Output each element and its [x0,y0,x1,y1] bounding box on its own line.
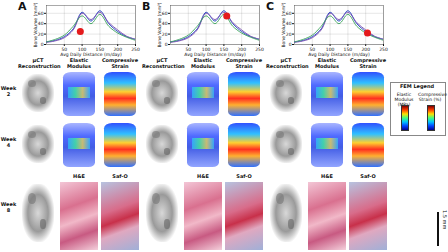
html-text:Compressive Strain: Compressive Strain [102,57,138,69]
svg-text:Bone Volume (mm³): Bone Volume (mm³) [33,2,38,47]
html-text:1.5 mm: 1.5 mm [442,210,448,230]
svg-text:60: 60 [162,11,168,16]
html-text:Compressive Strain: Compressive Strain [350,57,386,69]
html-text:Elastic Modulus: Elastic Modulus [315,57,339,69]
svg-text:Avg Daily Distance (m/day): Avg Daily Distance (m/day) [60,52,122,57]
svg-text:250: 250 [379,47,388,52]
svg-text:250: 250 [255,47,264,52]
html-text:C: C [266,0,275,13]
svg-text:0: 0 [165,42,168,47]
html-text:H&E: H&E [197,173,209,179]
html-text:Saf-O: Saf-O [236,173,252,179]
svg-text:40: 40 [162,21,168,26]
html-text:A: A [18,0,27,13]
html-text:µCT Reconstruction: µCT Reconstruction [142,57,185,69]
svg-text:200: 200 [361,46,370,52]
svg-text:0: 0 [289,42,292,47]
html-text:Saf-O: Saf-O [360,173,376,179]
html-text:µCT Reconstruction: µCT Reconstruction [18,57,61,69]
svg-text:60: 60 [38,11,44,16]
html-text:Week 2: Week 2 [0,85,17,97]
svg-text:100: 100 [77,46,87,52]
svg-text:50: 50 [309,46,316,52]
svg-text:150: 150 [343,46,353,52]
html-text:H&E: H&E [73,173,85,179]
svg-text:150: 150 [95,46,105,52]
svg-text:200: 200 [237,46,246,52]
svg-text:100: 100 [325,46,335,52]
html-text:µCT Reconstruction: µCT Reconstruction [266,57,309,69]
svg-text:40: 40 [38,21,44,26]
html-text:Elastic Modulus: Elastic Modulus [67,57,91,69]
html-text:H&E: H&E [321,173,333,179]
html-text:FEM Legend: FEM Legend [399,83,435,89]
svg-text:20: 20 [38,32,44,37]
svg-text:40: 40 [286,21,292,26]
svg-text:20: 20 [286,32,292,37]
svg-text:Avg Daily Distance (m/day): Avg Daily Distance (m/day) [308,52,370,57]
html-text:Elastic Modulus: Elastic Modulus [191,57,215,69]
svg-text:Bone Volume (mm³): Bone Volume (mm³) [281,2,286,47]
svg-text:150: 150 [219,46,229,52]
html-text:Elastic Modulus (MPa): Elastic Modulus (MPa) [394,92,414,107]
svg-text:Bone Volume (mm³): Bone Volume (mm³) [157,2,162,47]
html-text:B: B [142,0,151,13]
svg-text:Avg Daily Distance (m/day): Avg Daily Distance (m/day) [184,52,246,57]
svg-text:50: 50 [185,46,192,52]
svg-text:0: 0 [41,42,44,47]
svg-text:250: 250 [131,47,140,52]
svg-text:20: 20 [162,32,168,37]
svg-text:100: 100 [201,46,211,52]
svg-text:50: 50 [61,46,68,52]
html-text:Compressive Strain (%): Compressive Strain (%) [418,92,447,102]
svg-text:200: 200 [113,46,122,52]
svg-text:60: 60 [286,11,292,16]
html-text:Week 4: Week 4 [0,136,17,148]
html-text:Compressive Strain: Compressive Strain [226,57,262,69]
html-text:Week 8: Week 8 [0,201,17,213]
html-text:Saf-O: Saf-O [112,173,128,179]
